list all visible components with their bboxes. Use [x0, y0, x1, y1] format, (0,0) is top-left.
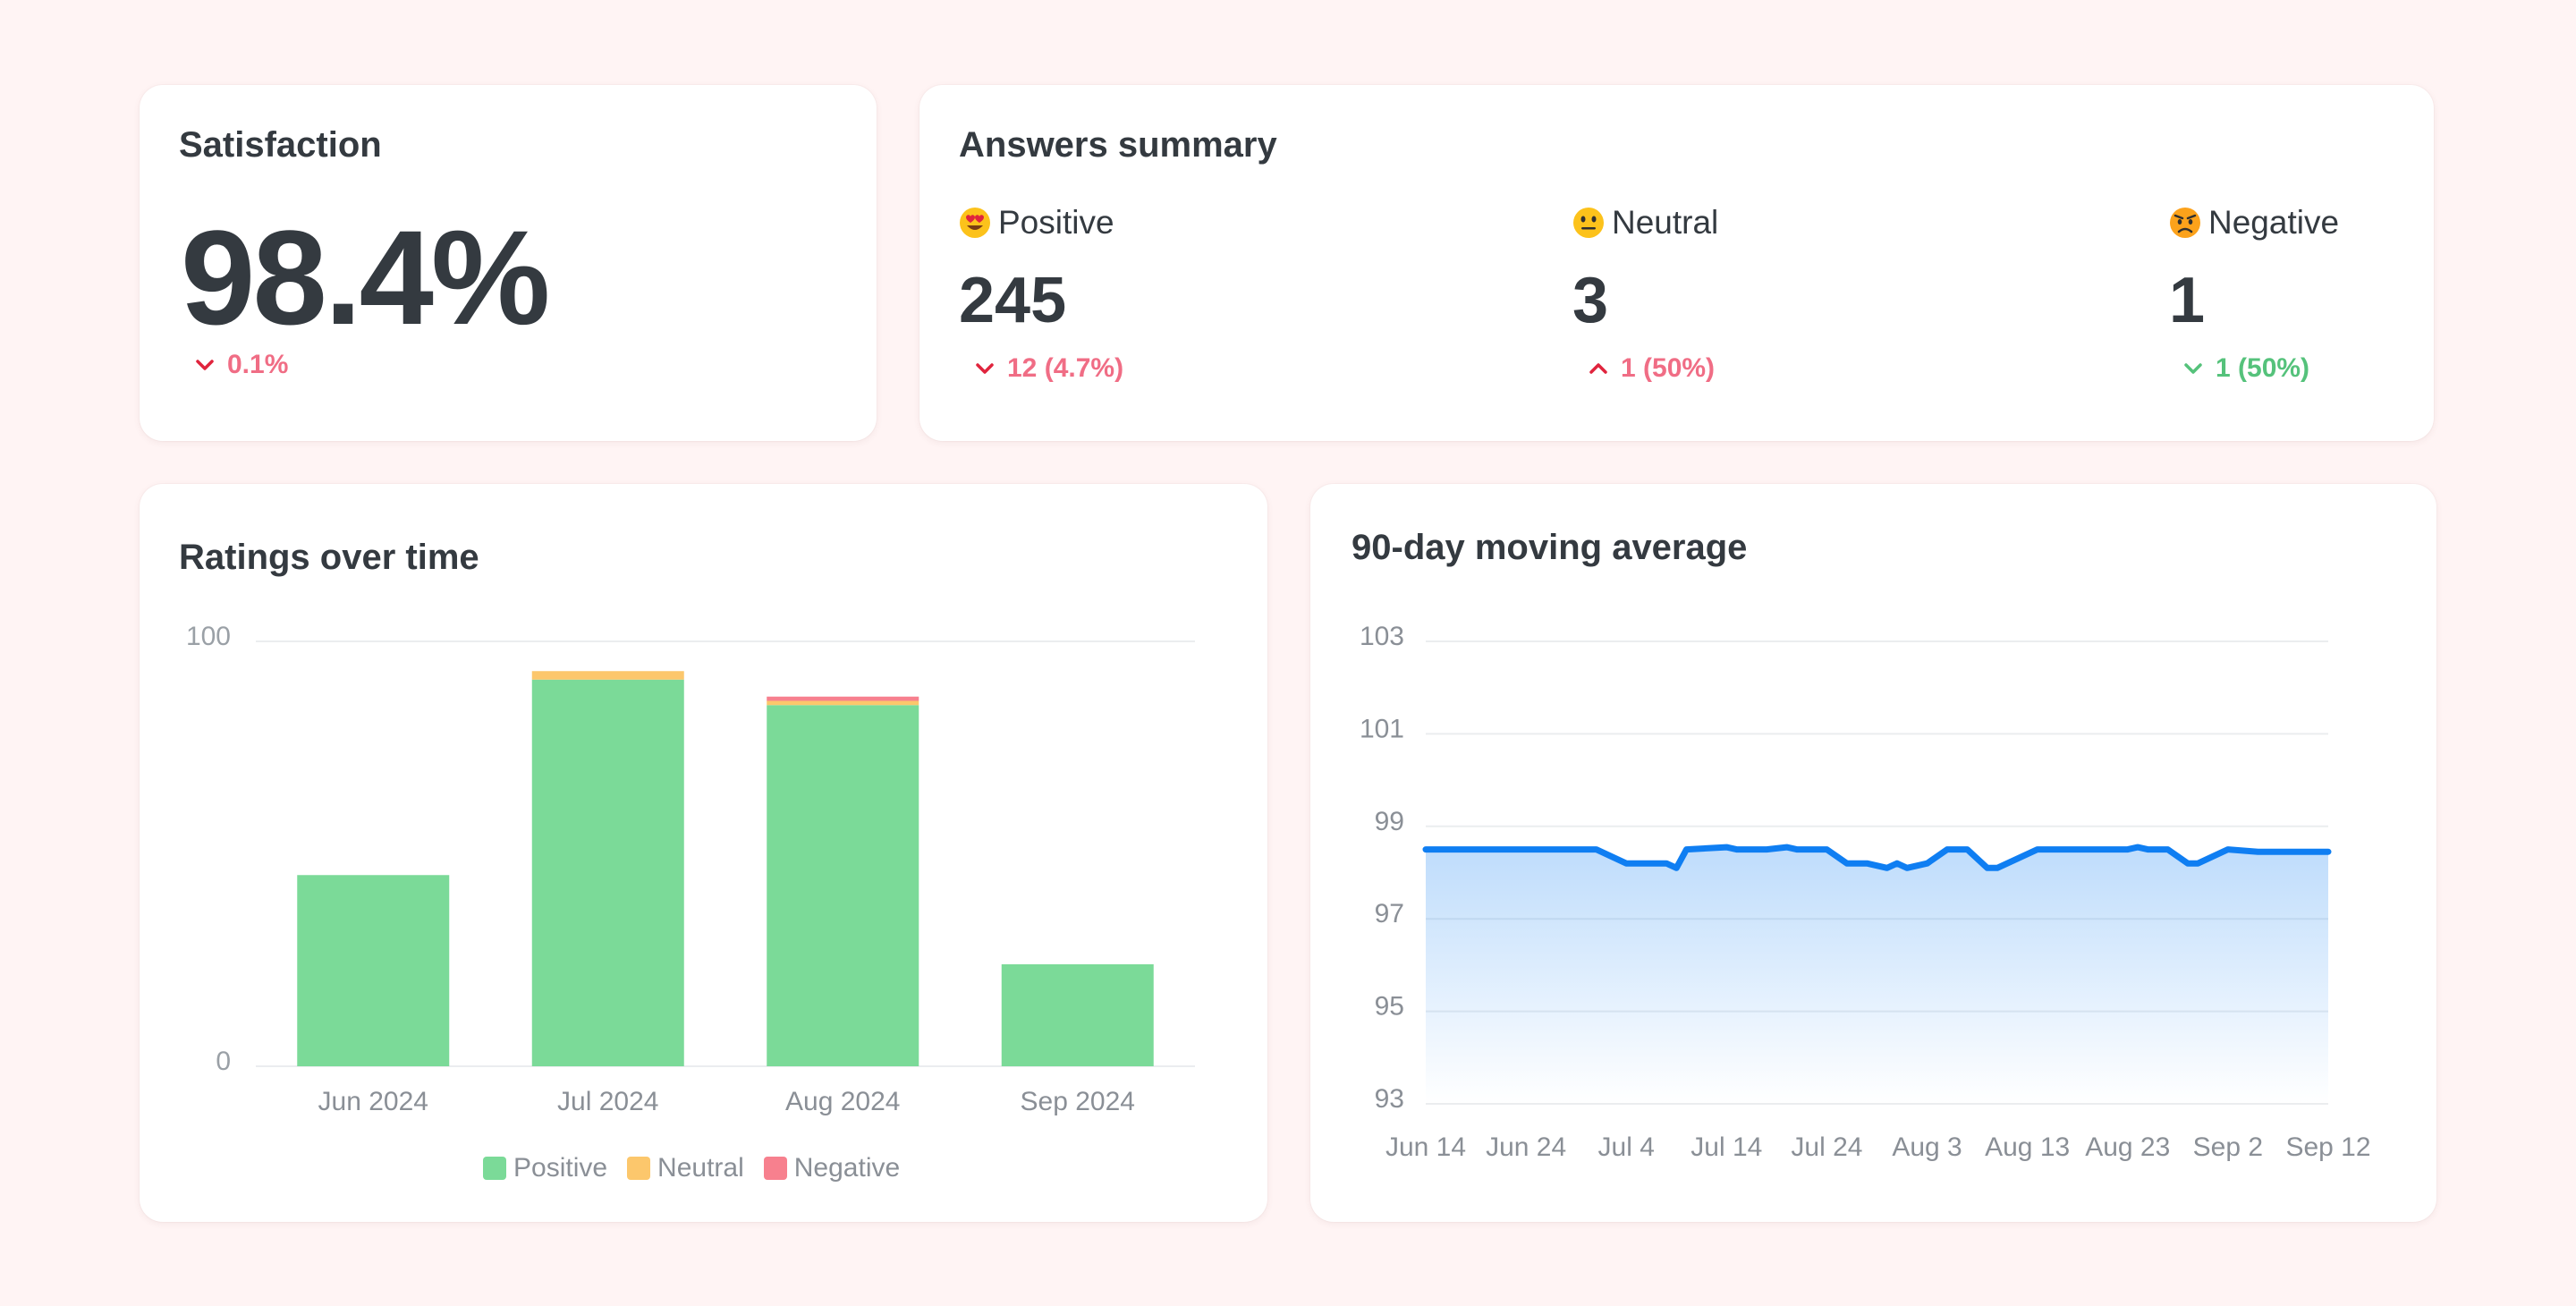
- satisfaction-title: Satisfaction: [179, 125, 382, 165]
- ratings-legend: Positive Neutral Negative: [483, 1153, 900, 1183]
- positive-count: 245: [959, 265, 1067, 336]
- bar-negative[interactable]: [767, 696, 919, 701]
- chevron-up-icon: [1589, 363, 1607, 374]
- legend-label-positive: Positive: [513, 1153, 608, 1183]
- moving-x-tick-label: Jun 14: [1385, 1132, 1466, 1162]
- legend-item-neutral[interactable]: Neutral: [627, 1153, 744, 1183]
- legend-swatch-neutral: [627, 1157, 651, 1180]
- moving-y-tick-label: 97: [1375, 899, 1404, 929]
- moving-x-tick-label: Sep 2: [2193, 1132, 2263, 1162]
- satisfaction-card: Satisfaction 98.4% 0.1%: [140, 85, 877, 441]
- ratings-over-time-card: Ratings over time 0 100 Jun 2024 Jul 2024 Au…: [140, 484, 1267, 1222]
- ratings-y-tick-label: 0: [216, 1047, 231, 1076]
- bar-neutral[interactable]: [767, 700, 919, 706]
- positive-delta: 12 (4.7%): [975, 353, 1123, 384]
- negative-delta-value: 1 (50%): [2216, 353, 2310, 383]
- ratings-x-tick-label: Aug 2024: [785, 1087, 900, 1116]
- moving-x-tick-label: Jul 14: [1690, 1132, 1762, 1162]
- moving-x-tick-label: Aug 23: [2085, 1132, 2170, 1162]
- negative-delta: 1 (50%): [2183, 353, 2309, 384]
- moving-average-line[interactable]: [1422, 844, 2332, 871]
- chevron-down-icon: [976, 363, 994, 374]
- ratings-bar-chart: 0 100 Jun 2024 Jul 2024 Aug 2024 Sep 2024: [186, 622, 1195, 1116]
- moving-x-tick-label: Jun 24: [1486, 1132, 1566, 1162]
- satisfaction-delta: 0.1%: [195, 350, 288, 380]
- bar-positive[interactable]: [531, 679, 684, 1066]
- negative-label-text: Negative: [2208, 204, 2340, 241]
- positive-label: Positive: [959, 204, 1114, 242]
- legend-swatch-positive: [483, 1157, 506, 1180]
- bar-positive[interactable]: [297, 875, 450, 1066]
- positive-delta-value: 12 (4.7%): [1007, 353, 1124, 383]
- moving-average-title: 90-day moving average: [1352, 528, 1748, 567]
- ratings-y-tick-label: 100: [186, 622, 231, 651]
- negative-label: Negative: [2169, 204, 2339, 242]
- neutral-label-text: Neutral: [1612, 204, 1719, 241]
- bar-positive[interactable]: [767, 705, 919, 1066]
- moving-y-tick-label: 95: [1375, 992, 1404, 1022]
- answers-summary-card: Answers summary Positive 245 12 (4.7%) N…: [919, 85, 2434, 441]
- moving-x-tick-label: Aug 13: [1985, 1132, 2070, 1162]
- neutral-delta-value: 1 (50%): [1621, 353, 1716, 383]
- ratings-chart-title: Ratings over time: [179, 538, 479, 577]
- moving-x-tick-label: Aug 3: [1892, 1132, 1962, 1162]
- moving-x-tick-label: Jul 4: [1598, 1132, 1655, 1162]
- answers-summary-title: Answers summary: [959, 125, 1277, 165]
- bar-neutral[interactable]: [531, 671, 684, 680]
- positive-label-text: Positive: [998, 204, 1114, 241]
- moving-y-tick-label: 93: [1375, 1084, 1404, 1114]
- chevron-down-icon: [2184, 363, 2202, 374]
- legend-swatch-negative: [763, 1157, 787, 1180]
- satisfaction-value: 98.4%: [181, 202, 550, 352]
- ratings-x-tick-label: Jun 2024: [318, 1087, 428, 1116]
- moving-x-tick-label: Sep 12: [2285, 1132, 2370, 1162]
- moving-average-area: [1426, 847, 2328, 1104]
- moving-x-tick-label: Jul 24: [1791, 1132, 1862, 1162]
- ratings-x-tick-label: Sep 2024: [1021, 1087, 1135, 1116]
- neutral-delta: 1 (50%): [1589, 353, 1715, 384]
- angry-face-emoji-icon: [2170, 208, 2200, 238]
- moving-y-tick-label: 103: [1360, 622, 1404, 651]
- neutral-label: Neutral: [1572, 204, 1718, 242]
- heart-eyes-emoji-icon: [960, 208, 990, 238]
- legend-item-negative[interactable]: Negative: [763, 1153, 901, 1183]
- moving-average-card: 90-day moving average 93 95 97 99 101 103 Jun …: [1310, 484, 2436, 1222]
- chevron-down-icon: [196, 360, 214, 370]
- legend-label-negative: Negative: [793, 1153, 901, 1183]
- moving-y-tick-label: 99: [1375, 807, 1404, 836]
- legend-label-neutral: Neutral: [657, 1153, 744, 1183]
- satisfaction-delta-value: 0.1%: [227, 350, 289, 379]
- moving-y-tick-label: 101: [1360, 714, 1404, 743]
- bar-positive[interactable]: [1001, 964, 1154, 1066]
- ratings-x-tick-label: Jul 2024: [557, 1087, 658, 1116]
- legend-item-positive[interactable]: Positive: [483, 1153, 607, 1183]
- neutral-face-emoji-icon: [1573, 208, 1604, 238]
- negative-count: 1: [2169, 265, 2206, 336]
- moving-average-area-chart: 93 95 97 99 101 103 Jun 14 Jun 24 Jul 4 Jul 14 Jul…: [1360, 622, 2371, 1162]
- neutral-count: 3: [1572, 265, 1609, 336]
